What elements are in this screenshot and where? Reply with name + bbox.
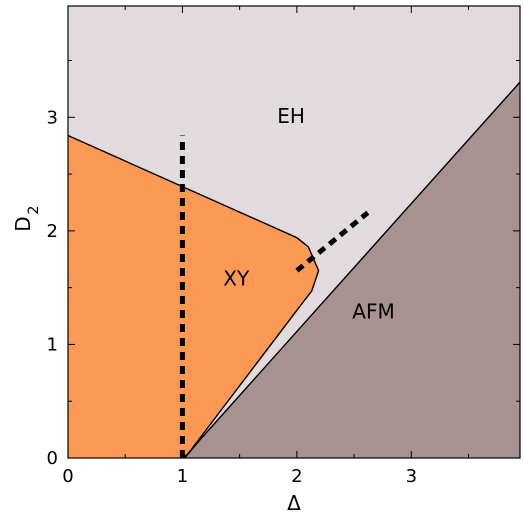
region-label-xy: XY — [223, 266, 250, 290]
dashed-diagonal-cut — [295, 210, 370, 273]
region-label-eh: EH — [277, 104, 305, 128]
eh-xy-boundary — [67, 134, 320, 459]
plot-frame — [67, 5, 521, 459]
x-tick-label: 2 — [291, 466, 302, 487]
region-xy — [68, 135, 319, 458]
y-tick-label: 2 — [47, 221, 58, 242]
eh-afm-boundary — [184, 81, 521, 459]
y-tick-label: 3 — [47, 107, 58, 128]
x-tick-label: 1 — [177, 466, 188, 487]
dashed-lines-layer — [179, 135, 370, 458]
x-tick-label: 0 — [62, 466, 73, 487]
y-axis-label: D 2 — [11, 206, 42, 232]
y-axis-label-subscript: 2 — [26, 206, 42, 215]
regions-layer — [68, 6, 520, 458]
y-tick-label: 1 — [47, 334, 58, 355]
region-eh — [68, 6, 520, 458]
y-axis-label-main: D — [11, 216, 35, 231]
region-labels-layer: EH XY AFM — [223, 104, 395, 323]
x-tick-label: 3 — [406, 466, 417, 487]
region-label-afm: AFM — [352, 299, 394, 323]
lines-layer — [67, 81, 521, 459]
x-axis-label: Δ — [287, 491, 301, 512]
ticks-layer: 0 1 2 3 0 1 2 3 — [47, 6, 520, 487]
y-tick-label: 0 — [47, 448, 58, 469]
